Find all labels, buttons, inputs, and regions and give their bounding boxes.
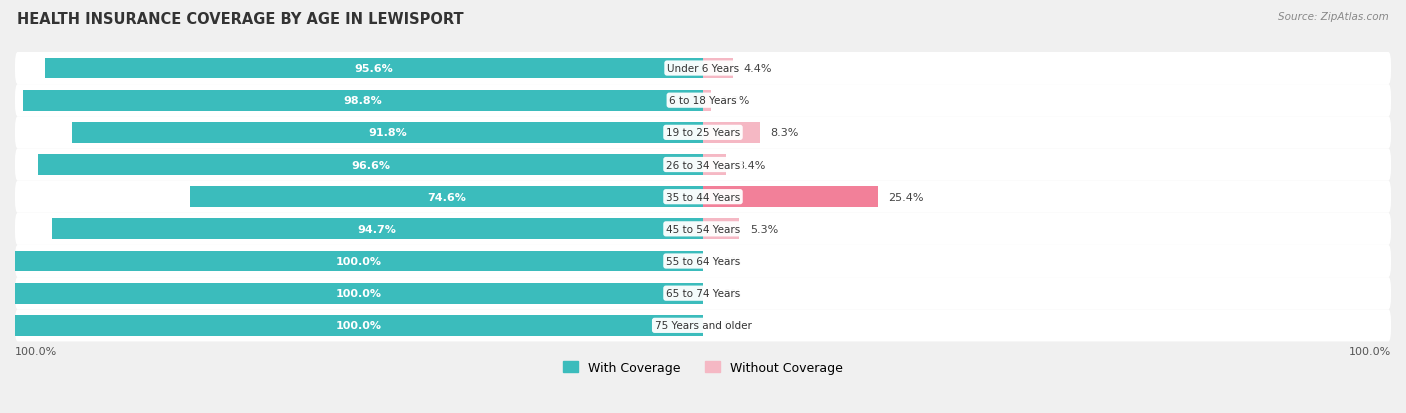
Text: 91.8%: 91.8% — [368, 128, 406, 138]
FancyBboxPatch shape — [15, 245, 1391, 278]
Text: Under 6 Years: Under 6 Years — [666, 64, 740, 74]
Bar — [703, 90, 711, 112]
FancyBboxPatch shape — [15, 278, 1391, 309]
Legend: With Coverage, Without Coverage: With Coverage, Without Coverage — [558, 356, 848, 379]
Text: 96.6%: 96.6% — [352, 160, 391, 170]
Bar — [15, 315, 703, 336]
Text: 65 to 74 Years: 65 to 74 Years — [666, 288, 740, 299]
Bar — [45, 58, 703, 79]
Bar — [15, 283, 703, 304]
FancyBboxPatch shape — [15, 53, 1391, 85]
Text: 100.0%: 100.0% — [336, 320, 382, 330]
Text: Source: ZipAtlas.com: Source: ZipAtlas.com — [1278, 12, 1389, 22]
Bar — [703, 58, 734, 79]
Bar — [703, 123, 761, 143]
Bar — [52, 219, 703, 240]
Text: 98.8%: 98.8% — [344, 96, 382, 106]
Bar — [190, 187, 703, 208]
Text: 74.6%: 74.6% — [427, 192, 465, 202]
Text: 100.0%: 100.0% — [336, 256, 382, 266]
Text: 0.0%: 0.0% — [713, 288, 741, 299]
Text: 4.4%: 4.4% — [744, 64, 772, 74]
Bar — [38, 155, 703, 176]
Text: 100.0%: 100.0% — [15, 347, 58, 356]
Text: 35 to 44 Years: 35 to 44 Years — [666, 192, 740, 202]
Text: HEALTH INSURANCE COVERAGE BY AGE IN LEWISPORT: HEALTH INSURANCE COVERAGE BY AGE IN LEWI… — [17, 12, 464, 27]
Text: 3.4%: 3.4% — [737, 160, 765, 170]
FancyBboxPatch shape — [15, 149, 1391, 181]
Text: 75 Years and older: 75 Years and older — [655, 320, 751, 330]
Bar — [703, 219, 740, 240]
Text: 5.3%: 5.3% — [749, 224, 778, 234]
Bar — [703, 155, 727, 176]
Text: 8.3%: 8.3% — [770, 128, 799, 138]
Text: 6 to 18 Years: 6 to 18 Years — [669, 96, 737, 106]
Text: 0.0%: 0.0% — [713, 256, 741, 266]
Bar — [72, 123, 703, 143]
Bar — [15, 251, 703, 272]
Bar — [24, 90, 703, 112]
Text: 55 to 64 Years: 55 to 64 Years — [666, 256, 740, 266]
Text: 100.0%: 100.0% — [1348, 347, 1391, 356]
Text: 26 to 34 Years: 26 to 34 Years — [666, 160, 740, 170]
FancyBboxPatch shape — [15, 213, 1391, 245]
Text: 100.0%: 100.0% — [336, 288, 382, 299]
Text: 45 to 54 Years: 45 to 54 Years — [666, 224, 740, 234]
Text: 94.7%: 94.7% — [359, 224, 396, 234]
Text: 1.2%: 1.2% — [721, 96, 749, 106]
FancyBboxPatch shape — [15, 181, 1391, 213]
FancyBboxPatch shape — [15, 117, 1391, 149]
Bar — [703, 187, 877, 208]
Text: 95.6%: 95.6% — [354, 64, 394, 74]
Text: 25.4%: 25.4% — [889, 192, 924, 202]
Text: 19 to 25 Years: 19 to 25 Years — [666, 128, 740, 138]
FancyBboxPatch shape — [15, 85, 1391, 117]
Text: 0.0%: 0.0% — [713, 320, 741, 330]
FancyBboxPatch shape — [15, 309, 1391, 342]
